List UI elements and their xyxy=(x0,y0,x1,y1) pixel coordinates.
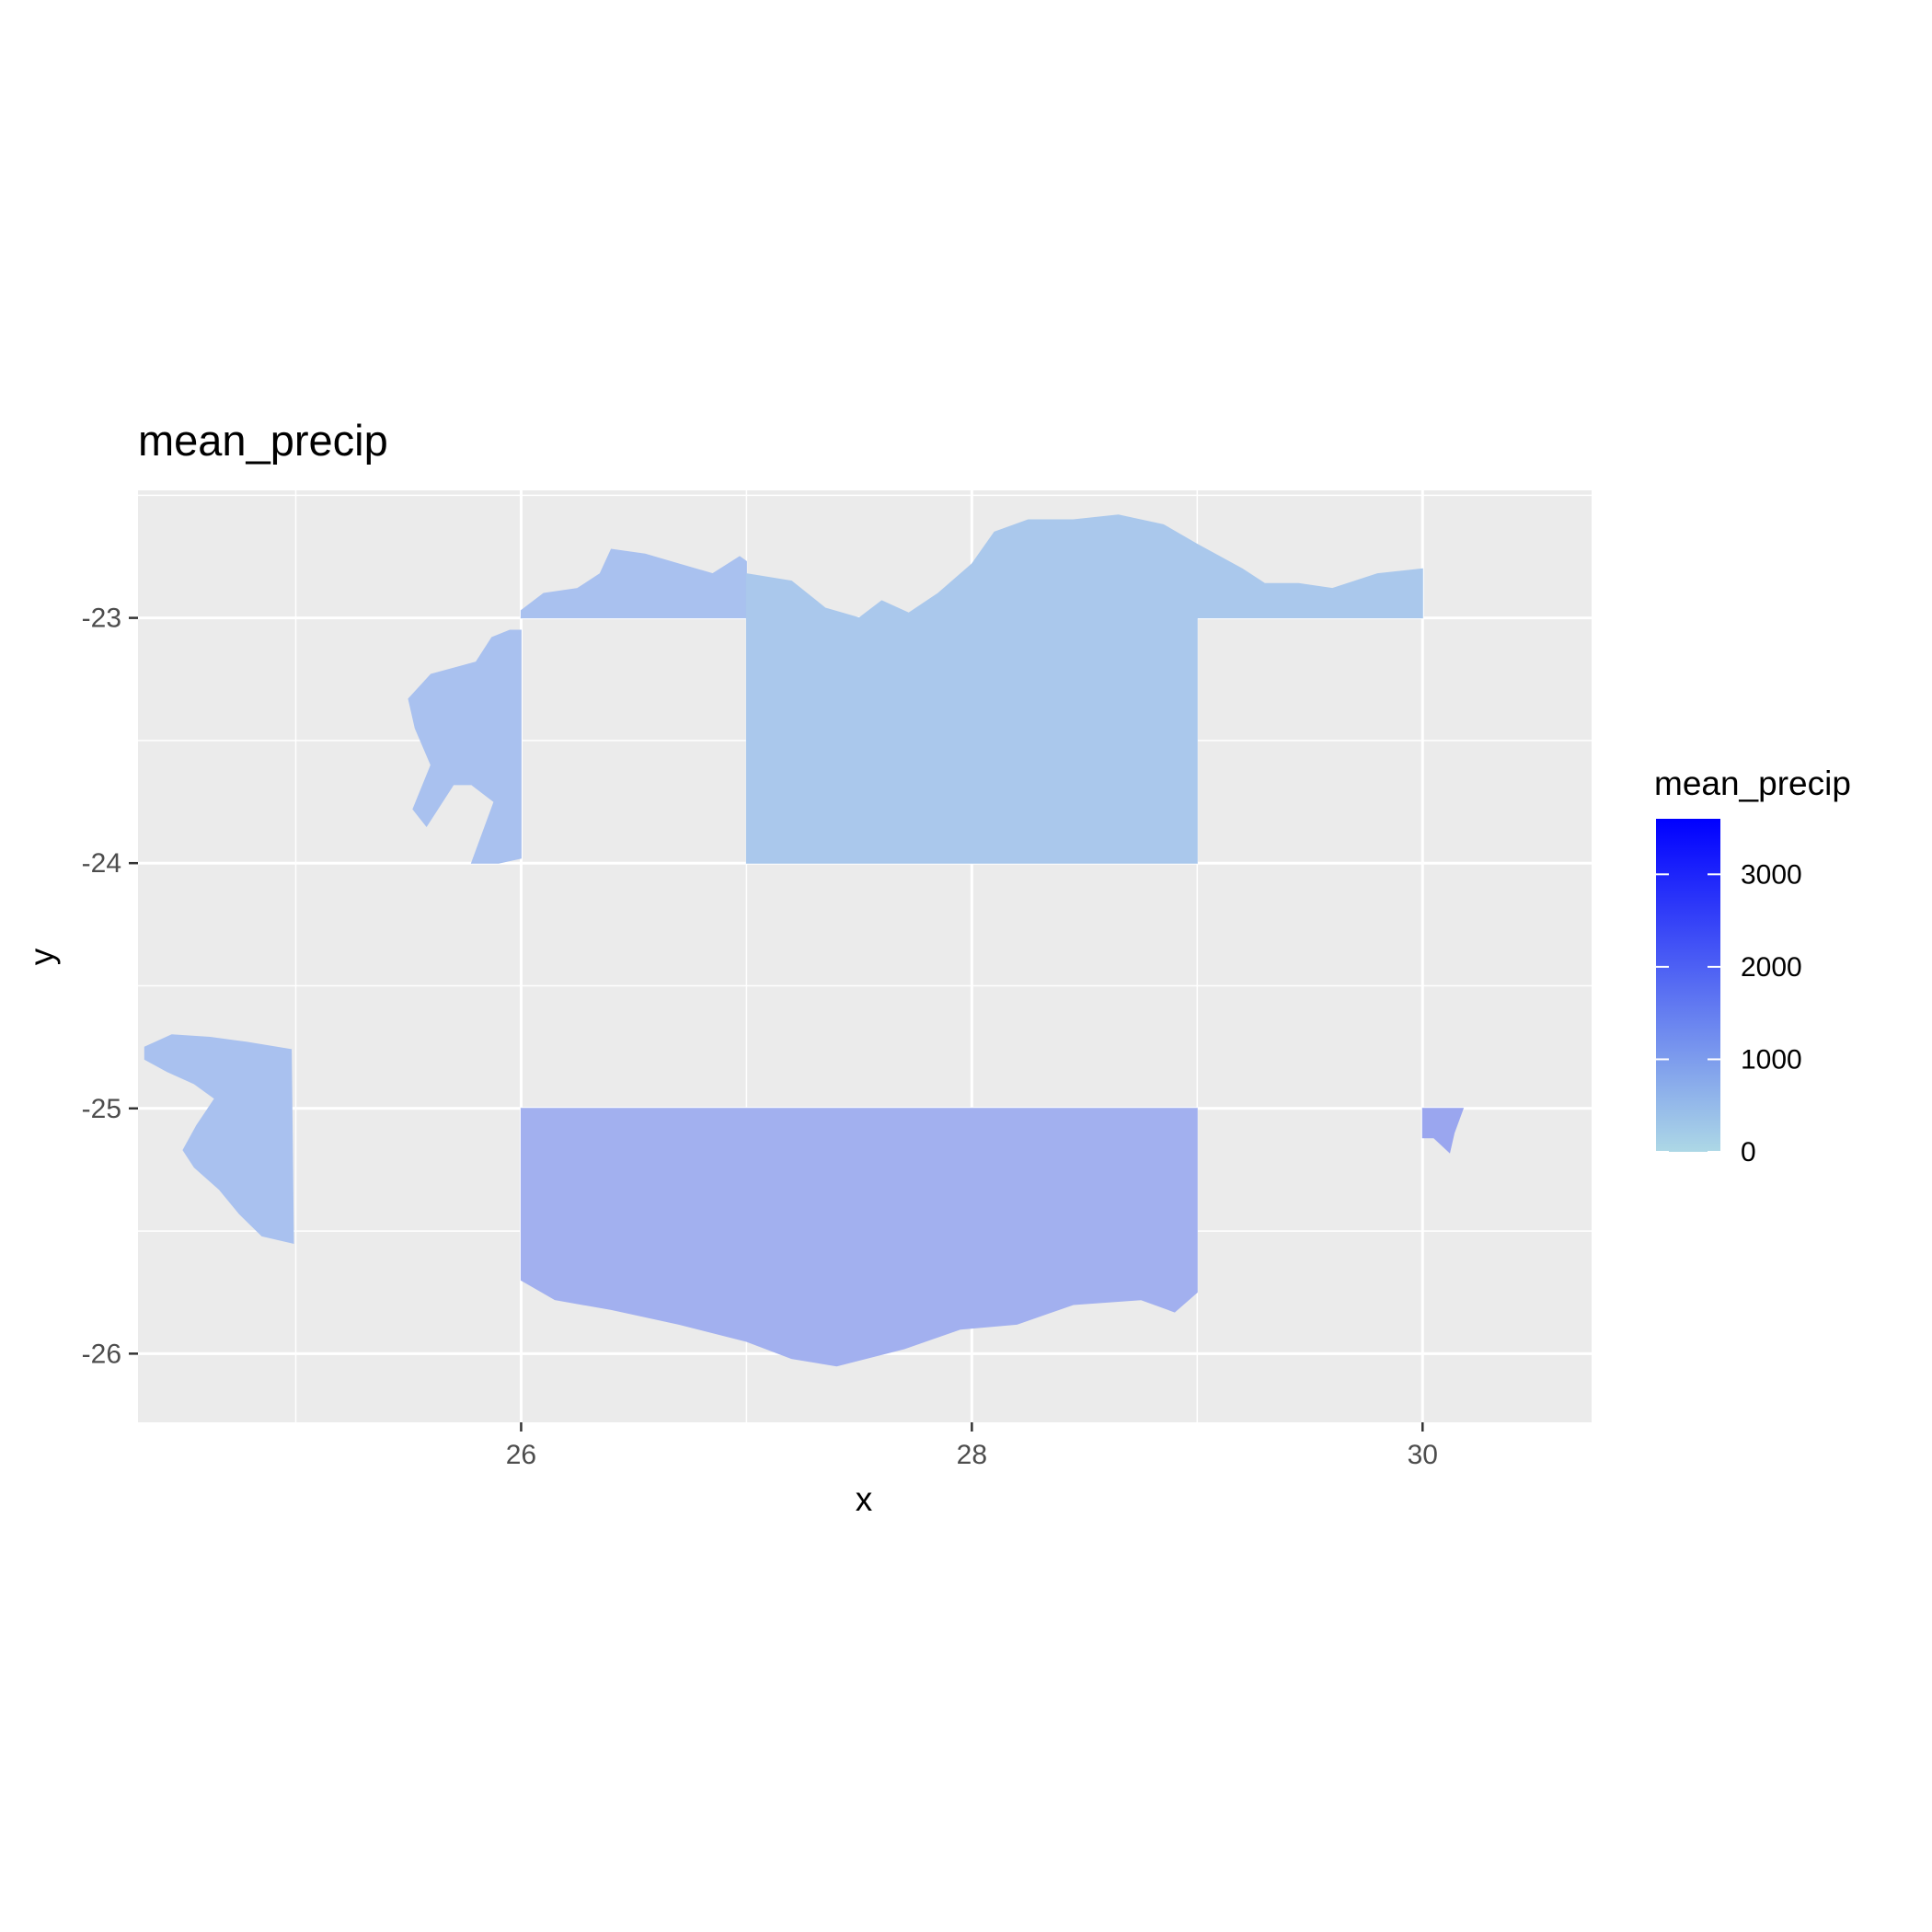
region-north-central xyxy=(745,514,1423,864)
y-axis: -23 -24 -25 -26 xyxy=(82,604,138,1369)
colorbar-legend: mean_precip 3000 2000 1000 0 xyxy=(1654,765,1851,1167)
legend-title: mean_precip xyxy=(1654,765,1851,802)
x-tick-label: 26 xyxy=(506,1440,536,1470)
legend-ticks: 3000 2000 1000 0 xyxy=(1656,859,1802,1167)
region-south-east-fragment xyxy=(1421,1108,1465,1154)
y-tick-label: -23 xyxy=(82,604,121,634)
x-tick-label: 30 xyxy=(1408,1440,1438,1470)
chart-title: mean_precip xyxy=(138,416,388,465)
legend-tick-label: 0 xyxy=(1741,1137,1756,1167)
y-tick-label: -26 xyxy=(82,1339,121,1369)
x-axis: 26 28 30 xyxy=(506,1422,1438,1470)
region-north-west-strip xyxy=(408,629,522,864)
precip-regions xyxy=(144,514,1465,1367)
x-tick-label: 28 xyxy=(957,1440,987,1470)
legend-tick-label: 2000 xyxy=(1741,952,1802,983)
region-north-rim-left xyxy=(520,548,747,619)
y-tick-label: -25 xyxy=(82,1094,121,1124)
y-axis-title: y xyxy=(23,948,61,965)
legend-colorbar xyxy=(1656,819,1720,1152)
region-south-block xyxy=(520,1108,1198,1367)
y-tick-label: -24 xyxy=(82,848,121,879)
legend-tick-label: 3000 xyxy=(1741,859,1802,890)
x-axis-title: x xyxy=(856,1480,873,1518)
region-west-island xyxy=(144,1034,294,1245)
legend-tick-label: 1000 xyxy=(1741,1044,1802,1075)
